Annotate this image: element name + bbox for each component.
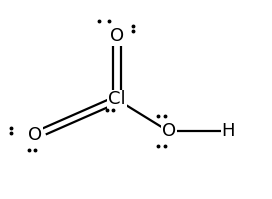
Text: O: O [28,126,42,144]
Text: H: H [222,122,235,140]
Text: O: O [110,27,124,45]
Text: Cl: Cl [108,91,126,108]
Text: O: O [162,122,176,140]
